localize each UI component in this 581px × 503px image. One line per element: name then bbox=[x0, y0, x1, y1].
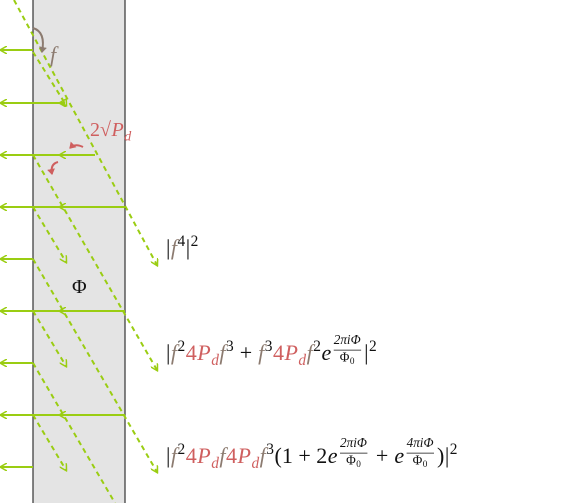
formula: Φ bbox=[340, 349, 350, 364]
slab bbox=[32, 0, 126, 503]
formula: e bbox=[328, 443, 338, 468]
formula: | bbox=[166, 443, 170, 468]
formula: 4 bbox=[226, 443, 237, 468]
reflect-arrow bbox=[32, 27, 47, 53]
formula: d bbox=[298, 352, 306, 369]
transmit-arrow bbox=[47, 161, 59, 175]
formula: P bbox=[283, 340, 297, 365]
formula: d bbox=[211, 455, 219, 472]
formula: 3 bbox=[226, 338, 234, 355]
formula: | bbox=[364, 340, 368, 365]
formula: f bbox=[171, 443, 180, 468]
formula: 3 bbox=[266, 441, 274, 458]
formula: | bbox=[166, 235, 170, 260]
formula: ) bbox=[437, 443, 444, 468]
formula: f bbox=[260, 443, 269, 468]
formula: d bbox=[251, 455, 259, 472]
formula: f bbox=[219, 443, 228, 468]
transmitted-ray bbox=[32, 362, 116, 503]
formula: 2 bbox=[178, 441, 186, 458]
formula: 2 bbox=[178, 338, 186, 355]
formula: 0 bbox=[350, 356, 355, 366]
transmitted-ray bbox=[32, 310, 66, 366]
formula: f bbox=[307, 340, 316, 365]
formula: 2πiΦ bbox=[340, 435, 367, 450]
label-amplitude: 2√ bbox=[90, 119, 111, 141]
formula: Φ bbox=[346, 452, 356, 467]
formula: P bbox=[196, 443, 210, 468]
transmitted-ray bbox=[32, 206, 66, 262]
formula: e bbox=[321, 340, 331, 365]
formula: f bbox=[219, 340, 228, 365]
formula: 2 bbox=[369, 338, 377, 355]
formula: | bbox=[445, 443, 449, 468]
formula: 4 bbox=[178, 233, 186, 250]
rays bbox=[1, 0, 157, 503]
formula: 0 bbox=[356, 459, 361, 469]
formula: f bbox=[171, 235, 180, 260]
formula: 3 bbox=[265, 338, 273, 355]
formula: P bbox=[196, 340, 210, 365]
formula: P bbox=[237, 443, 251, 468]
formula: 4πiΦ bbox=[407, 435, 434, 450]
label-f: f bbox=[50, 42, 59, 67]
formula: 2 bbox=[450, 441, 458, 458]
formula: + bbox=[234, 340, 257, 365]
formula: | bbox=[186, 235, 190, 260]
formula: 0 bbox=[423, 459, 428, 469]
transmitted-ray bbox=[32, 51, 66, 105]
label-phase: Φ bbox=[72, 276, 87, 298]
formula: 2 bbox=[191, 233, 199, 250]
transmitted-ray bbox=[32, 414, 66, 470]
formula: (1 + 2 bbox=[275, 443, 328, 468]
formula: e bbox=[394, 443, 404, 468]
formula: 4 bbox=[273, 340, 284, 365]
formula: 2πiΦ bbox=[334, 332, 361, 347]
label-amplitude: P bbox=[110, 119, 123, 141]
formula: | bbox=[166, 340, 170, 365]
formula: 2 bbox=[313, 338, 321, 355]
formula: f bbox=[258, 340, 267, 365]
transmit-arrow bbox=[69, 141, 84, 149]
formula: Φ bbox=[413, 452, 423, 467]
formula: + bbox=[370, 443, 393, 468]
formula: f bbox=[171, 340, 180, 365]
label-amplitude: d bbox=[124, 129, 132, 144]
formula: 4 bbox=[186, 340, 197, 365]
formula: 4 bbox=[186, 443, 197, 468]
formula: d bbox=[211, 352, 219, 369]
